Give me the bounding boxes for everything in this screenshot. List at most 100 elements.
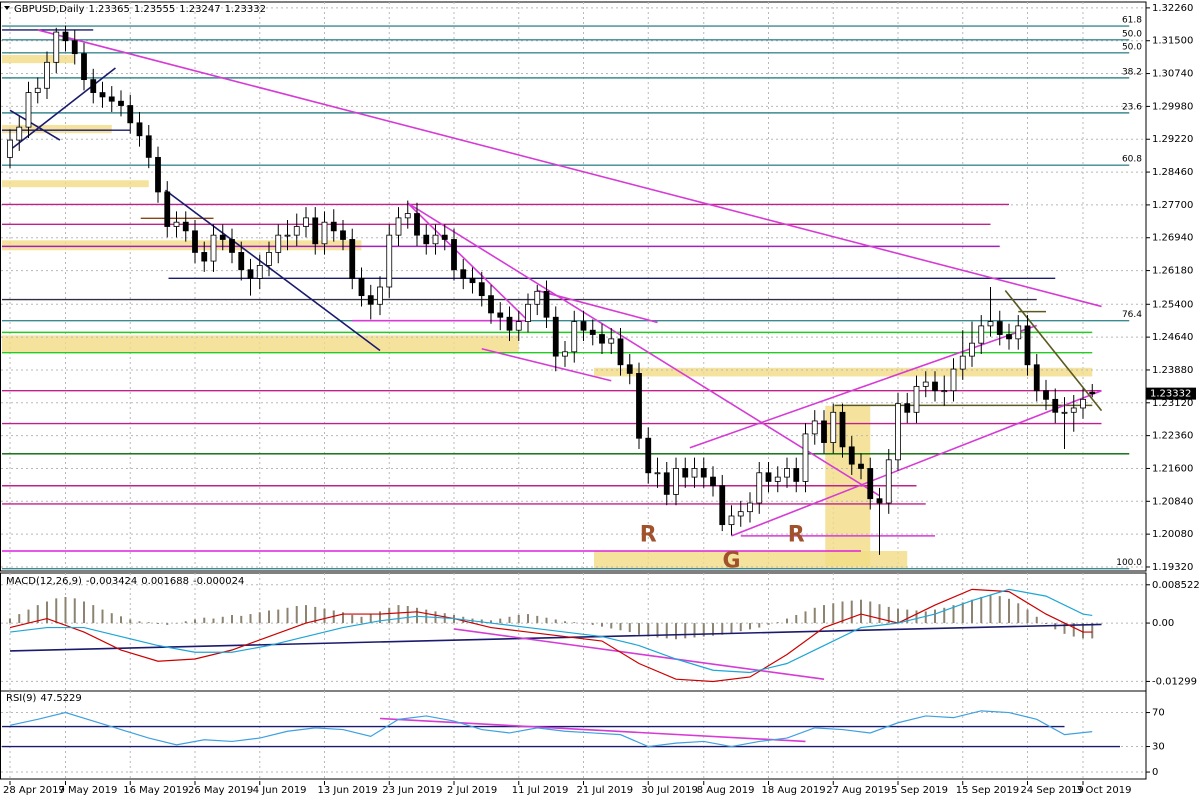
x-tick-label: 11 Jul 2019: [512, 785, 569, 796]
macd-bar: [175, 623, 178, 624]
rsi-header: RSI(9) 47.5229: [6, 693, 82, 704]
candle-body: [950, 368, 957, 392]
y-tick-label: 1.29220: [1152, 134, 1193, 145]
candle-body: [229, 239, 235, 253]
macd-bar: [1026, 609, 1029, 624]
rsi-line: [9, 710, 1093, 748]
candle-body: [44, 61, 50, 89]
candle-body: [1024, 325, 1031, 366]
macd-bar: [1017, 603, 1020, 624]
candle-body: [414, 213, 420, 236]
candle-body: [774, 476, 781, 482]
trend-line: [407, 202, 529, 322]
x-tick-label: 8 Aug 2019: [697, 785, 755, 796]
macd-bar: [268, 610, 270, 624]
macd-bar: [776, 622, 779, 624]
macd-bar: [314, 606, 317, 624]
macd-bar: [286, 607, 289, 624]
macd-bar: [739, 623, 742, 632]
candle-body: [81, 53, 87, 81]
macd-bar: [277, 609, 280, 624]
candle-body: [756, 472, 763, 504]
candle-body: [71, 40, 78, 55]
candle-body: [1006, 334, 1012, 340]
candle-body: [321, 221, 328, 245]
trend-line: [407, 202, 880, 497]
candle-body: [802, 433, 809, 482]
y-tick-label: 1.27700: [1152, 200, 1193, 211]
macd-bar: [564, 621, 566, 624]
macd-bar: [184, 621, 187, 624]
level-label: 100.0: [1116, 558, 1142, 568]
macd-bar: [203, 617, 206, 624]
candle-body: [793, 468, 800, 482]
candle-body: [164, 191, 171, 227]
macd-bar: [295, 605, 298, 624]
y-tick-label: 1.26180: [1152, 266, 1193, 277]
candle-body: [90, 79, 97, 93]
y-tick-label: 1.19320: [1152, 562, 1193, 573]
macd-bar: [508, 616, 511, 624]
pattern-marker: G: [722, 548, 740, 573]
x-tick-label: 16 May 2019: [123, 785, 188, 796]
open: 1.23365: [89, 4, 130, 15]
candle-body: [451, 239, 457, 271]
candle-body: [589, 329, 596, 335]
macd-bar: [9, 618, 11, 624]
candle-body: [811, 420, 818, 435]
macd-bar: [536, 615, 539, 624]
trend-line: [164, 189, 381, 352]
candle-body: [580, 321, 587, 331]
macd-header: MACD(12,26,9) -0.003424 0.001688 -0.000024: [6, 576, 244, 587]
candle-body: [885, 459, 892, 504]
candle-body: [959, 355, 966, 370]
macd-bar: [480, 619, 483, 624]
macd-bar: [675, 623, 677, 640]
candle-body: [460, 269, 467, 279]
x-tick-label: 7 May 2019: [59, 785, 118, 796]
trend-line: [731, 389, 1102, 537]
level-label: 60.8: [1122, 155, 1142, 165]
level-label: 38.2: [1122, 67, 1142, 77]
candle-body: [182, 221, 189, 232]
candle-body: [691, 468, 698, 478]
macd-bar: [934, 609, 936, 624]
trend-line: [9, 109, 61, 141]
candle-body: [904, 403, 911, 413]
candle-body: [922, 381, 929, 387]
candle-body: [876, 498, 883, 504]
candle-body: [534, 290, 541, 305]
macd-bar: [527, 614, 529, 624]
candle-body: [663, 472, 670, 495]
price-header: GBPUSD,Daily 1.23365 1.23555 1.23247 1.23332: [14, 4, 266, 15]
candle-body: [821, 420, 827, 443]
macd-bar: [924, 611, 927, 624]
candle-body: [1080, 398, 1086, 409]
x-tick-label: 23 Jun 2019: [382, 785, 442, 796]
macd-bar: [832, 603, 835, 624]
candle-body: [1015, 325, 1022, 340]
candle-body: [737, 511, 744, 517]
candle-body: [552, 316, 559, 357]
candle-body: [858, 463, 864, 469]
macd-bar: [157, 623, 159, 624]
candle-body: [349, 239, 356, 279]
candle-body: [386, 234, 393, 288]
macd-bar: [406, 605, 409, 624]
y-tick-label: 1.22360: [1152, 431, 1193, 442]
candle-body: [525, 303, 531, 322]
macd-bar: [55, 598, 58, 624]
y-tick-label: 1.20080: [1152, 529, 1193, 540]
candle-body: [423, 234, 430, 245]
candle-body: [996, 321, 1003, 335]
symbol: GBPUSD,Daily: [14, 4, 85, 15]
macd-bar: [721, 623, 724, 635]
macd-bar: [971, 599, 973, 624]
macd-bar: [906, 609, 909, 624]
macd-bar: [610, 623, 613, 629]
macd-bar: [860, 599, 862, 624]
y-tick-label: 1.24640: [1152, 332, 1193, 343]
low: 1.23247: [179, 4, 220, 15]
candle-body: [173, 221, 180, 227]
